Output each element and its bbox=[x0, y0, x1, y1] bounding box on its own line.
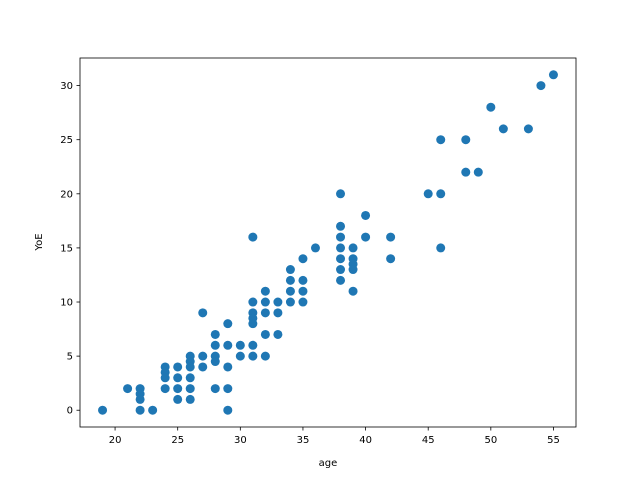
y-tick-label: 10 bbox=[60, 298, 73, 309]
x-tick-label: 50 bbox=[484, 435, 497, 446]
point bbox=[248, 351, 258, 361]
x-tick-label: 30 bbox=[234, 435, 247, 446]
point bbox=[336, 265, 346, 275]
point bbox=[285, 275, 295, 285]
point bbox=[235, 351, 245, 361]
point bbox=[198, 308, 208, 318]
point bbox=[336, 275, 346, 285]
point bbox=[273, 329, 283, 339]
point bbox=[210, 340, 220, 350]
point bbox=[235, 340, 245, 350]
point bbox=[523, 124, 533, 134]
point bbox=[223, 319, 233, 329]
point bbox=[185, 373, 195, 383]
point bbox=[336, 243, 346, 253]
point bbox=[223, 362, 233, 372]
point bbox=[210, 329, 220, 339]
point bbox=[473, 167, 483, 177]
point bbox=[285, 286, 295, 296]
point bbox=[423, 189, 433, 199]
point bbox=[173, 394, 183, 404]
plot-frame bbox=[79, 57, 577, 428]
point bbox=[98, 405, 108, 415]
x-tick-label: 40 bbox=[359, 435, 372, 446]
point bbox=[298, 275, 308, 285]
point bbox=[336, 221, 346, 231]
point bbox=[310, 243, 320, 253]
point bbox=[260, 297, 270, 307]
point bbox=[348, 265, 358, 275]
point bbox=[461, 135, 471, 145]
point bbox=[135, 394, 145, 404]
point bbox=[436, 135, 446, 145]
point bbox=[185, 384, 195, 394]
point bbox=[248, 297, 258, 307]
y-axis-label: YoE bbox=[34, 233, 45, 251]
point bbox=[223, 405, 233, 415]
y-tick-label: 15 bbox=[60, 243, 73, 254]
y-tick-label: 30 bbox=[60, 81, 73, 92]
point bbox=[348, 286, 358, 296]
point bbox=[260, 308, 270, 318]
point bbox=[223, 384, 233, 394]
point bbox=[260, 351, 270, 361]
point bbox=[260, 286, 270, 296]
x-tick-label: 55 bbox=[547, 435, 560, 446]
point bbox=[210, 357, 220, 367]
point bbox=[536, 81, 546, 91]
point bbox=[361, 210, 371, 220]
point bbox=[260, 329, 270, 339]
point bbox=[173, 373, 183, 383]
point bbox=[173, 384, 183, 394]
point bbox=[361, 232, 371, 242]
point bbox=[386, 254, 396, 264]
point bbox=[348, 243, 358, 253]
point bbox=[185, 362, 195, 372]
point bbox=[336, 189, 346, 199]
point bbox=[498, 124, 508, 134]
y-tick-label: 5 bbox=[67, 352, 73, 363]
x-tick-label: 25 bbox=[171, 435, 184, 446]
point bbox=[148, 405, 158, 415]
point bbox=[461, 167, 471, 177]
x-tick-label: 20 bbox=[109, 435, 122, 446]
point bbox=[123, 384, 133, 394]
x-tick-label: 35 bbox=[297, 435, 310, 446]
point bbox=[160, 373, 170, 383]
point bbox=[298, 254, 308, 264]
point bbox=[248, 319, 258, 329]
point bbox=[336, 232, 346, 242]
point bbox=[273, 297, 283, 307]
point bbox=[223, 340, 233, 350]
point bbox=[273, 308, 283, 318]
point bbox=[386, 232, 396, 242]
point bbox=[248, 232, 258, 242]
point bbox=[210, 384, 220, 394]
point bbox=[198, 362, 208, 372]
point bbox=[173, 362, 183, 372]
y-tick-label: 0 bbox=[67, 406, 73, 417]
y-tick-label: 25 bbox=[60, 135, 73, 146]
point bbox=[160, 384, 170, 394]
point bbox=[135, 405, 145, 415]
point bbox=[248, 340, 258, 350]
point bbox=[298, 286, 308, 296]
point bbox=[185, 394, 195, 404]
point bbox=[336, 254, 346, 264]
point bbox=[298, 297, 308, 307]
y-tick-label: 20 bbox=[60, 189, 73, 200]
point bbox=[436, 243, 446, 253]
point bbox=[486, 102, 496, 112]
point bbox=[285, 297, 295, 307]
point bbox=[436, 189, 446, 199]
point bbox=[548, 70, 558, 80]
x-axis-label: age bbox=[319, 458, 338, 469]
point bbox=[285, 265, 295, 275]
x-tick-label: 45 bbox=[422, 435, 435, 446]
point bbox=[198, 351, 208, 361]
